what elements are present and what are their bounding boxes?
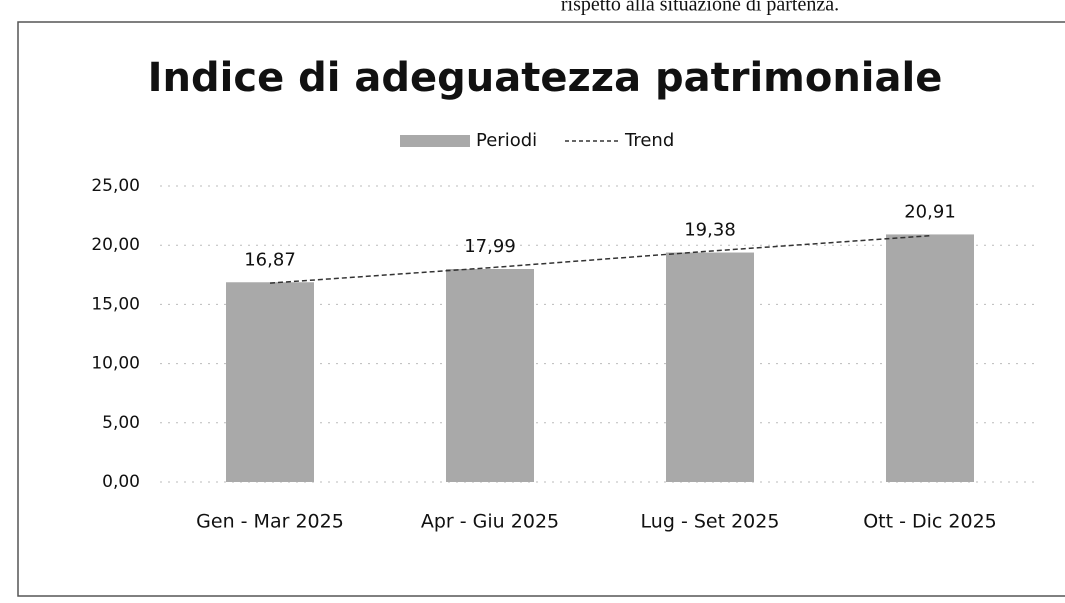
- chart-title: Indice di adeguatezza patrimoniale: [148, 55, 943, 101]
- y-tick-label: 10,00: [91, 354, 140, 374]
- x-tick-label: Ott - Dic 2025: [863, 511, 997, 533]
- x-tick-label: Gen - Mar 2025: [196, 511, 344, 533]
- data-label: 16,87: [244, 249, 296, 270]
- y-tick-label: 15,00: [91, 294, 140, 314]
- x-tick-label: Apr - Giu 2025: [421, 511, 559, 533]
- bar: [666, 252, 754, 482]
- legend-label: Periodi: [476, 130, 537, 151]
- chart-frame: [17, 21, 1065, 597]
- trend-line: [269, 234, 931, 284]
- data-label: 20,91: [904, 201, 956, 222]
- legend-swatch: [400, 135, 470, 147]
- bar: [446, 268, 534, 482]
- y-tick-label: 20,00: [91, 235, 140, 255]
- page-note: rispetto alla situazione di partenza.: [561, 0, 839, 16]
- y-tick-label: 0,00: [102, 472, 140, 492]
- bar: [886, 234, 974, 482]
- bar: [226, 282, 314, 482]
- data-label: 19,38: [684, 220, 736, 241]
- y-tick-label: 25,00: [91, 176, 140, 196]
- y-tick-label: 5,00: [102, 413, 140, 433]
- legend-label: Trend: [624, 130, 674, 151]
- data-label: 17,99: [464, 236, 516, 257]
- x-tick-label: Lug - Set 2025: [641, 511, 780, 533]
